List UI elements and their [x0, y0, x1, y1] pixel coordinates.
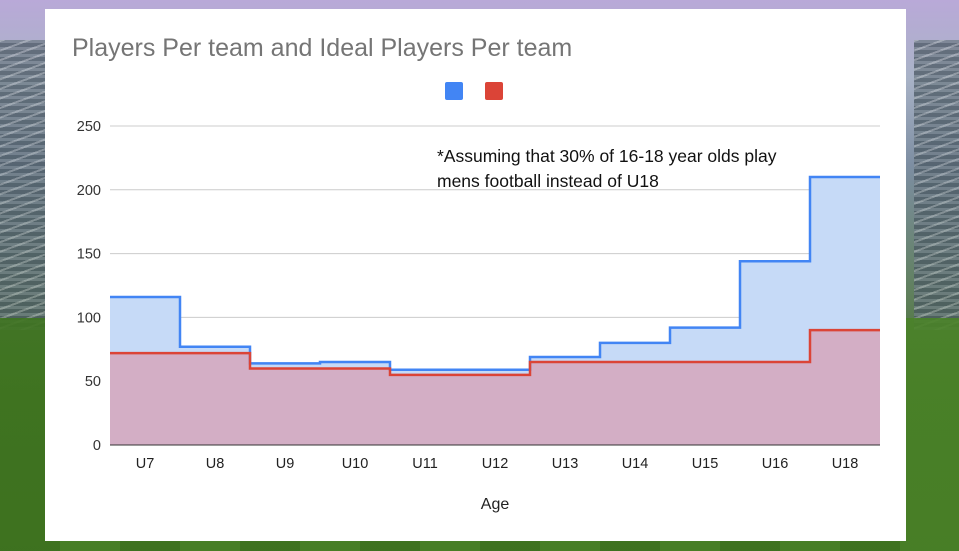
- series-2-area: [110, 330, 880, 445]
- y-tick-label: 200: [77, 183, 101, 199]
- stadium-background-left: [0, 40, 45, 330]
- y-tick-label: 150: [77, 247, 101, 263]
- y-tick-label: 0: [93, 438, 101, 454]
- x-tick-label-U8: U8: [206, 456, 225, 472]
- legend-swatch-series-1: [445, 82, 463, 100]
- y-tick-label: 50: [85, 374, 101, 390]
- x-tick-label-U16: U16: [762, 456, 789, 472]
- series-2-line: [110, 328, 880, 377]
- x-tick-label-U7: U7: [136, 456, 155, 472]
- x-tick-label-U18: U18: [832, 456, 859, 472]
- chart-card: Players Per team and Ideal Players Per t…: [45, 9, 906, 541]
- y-tick-label: 100: [77, 310, 101, 326]
- y-tick-label: 250: [77, 119, 101, 135]
- chart-annotation: *Assuming that 30% of 16-18 year olds pl…: [437, 144, 777, 194]
- x-tick-label-U12: U12: [482, 456, 509, 472]
- x-tick-label-U10: U10: [342, 456, 369, 472]
- annotation-line-1: *Assuming that 30% of 16-18 year olds pl…: [437, 146, 777, 166]
- x-axis-label: Age: [480, 496, 510, 513]
- stadium-background-right: [914, 40, 959, 330]
- chart-legend: [445, 82, 503, 100]
- x-tick-label-U14: U14: [622, 456, 649, 472]
- x-tick-label-U15: U15: [692, 456, 719, 472]
- legend-swatch-series-2: [485, 82, 503, 100]
- x-tick-label-U13: U13: [552, 456, 579, 472]
- chart-plot-area: 0 50 100 150 200 250 U7 U8 U9 U10 U11 U12 U13 U14 U15 U…: [77, 119, 880, 472]
- x-tick-label-U9: U9: [276, 456, 295, 472]
- x-tick-label-U11: U11: [412, 456, 438, 472]
- chart-title: Players Per team and Ideal Players Per t…: [72, 34, 573, 62]
- annotation-line-2: mens football instead of U18: [437, 171, 659, 191]
